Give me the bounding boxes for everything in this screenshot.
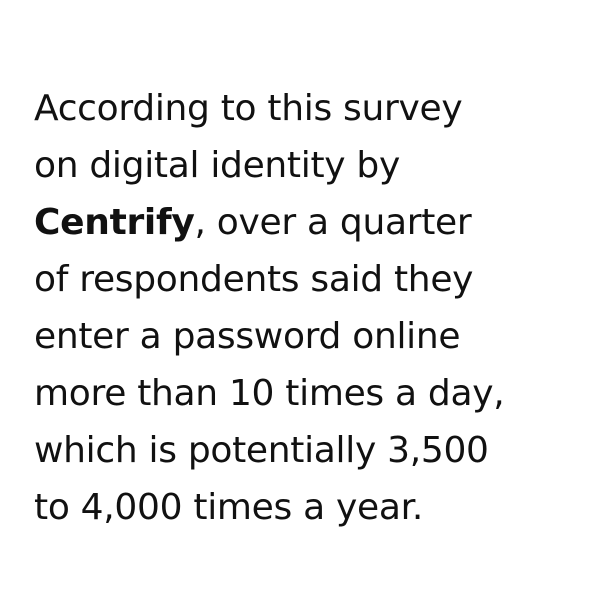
statement-line-7: which is potentially 3,500	[34, 430, 489, 471]
statement-line-3: Centrify, over a quarter	[34, 194, 574, 251]
statement-line-3-rest: , over a quarter	[194, 202, 472, 243]
statement-line-1: According to this survey	[34, 88, 463, 129]
statement-line-5: enter a password online	[34, 316, 461, 357]
statement-line-8: to 4,000 times a year.	[34, 487, 423, 528]
statement-line-6: more than 10 times a day,	[34, 373, 505, 414]
statement-line-2: on digital identity by	[34, 145, 400, 186]
statement-line-4: of respondents said they	[34, 259, 474, 300]
survey-statement: According to this survey on digital iden…	[34, 80, 574, 536]
brand-name: Centrify	[34, 202, 195, 243]
